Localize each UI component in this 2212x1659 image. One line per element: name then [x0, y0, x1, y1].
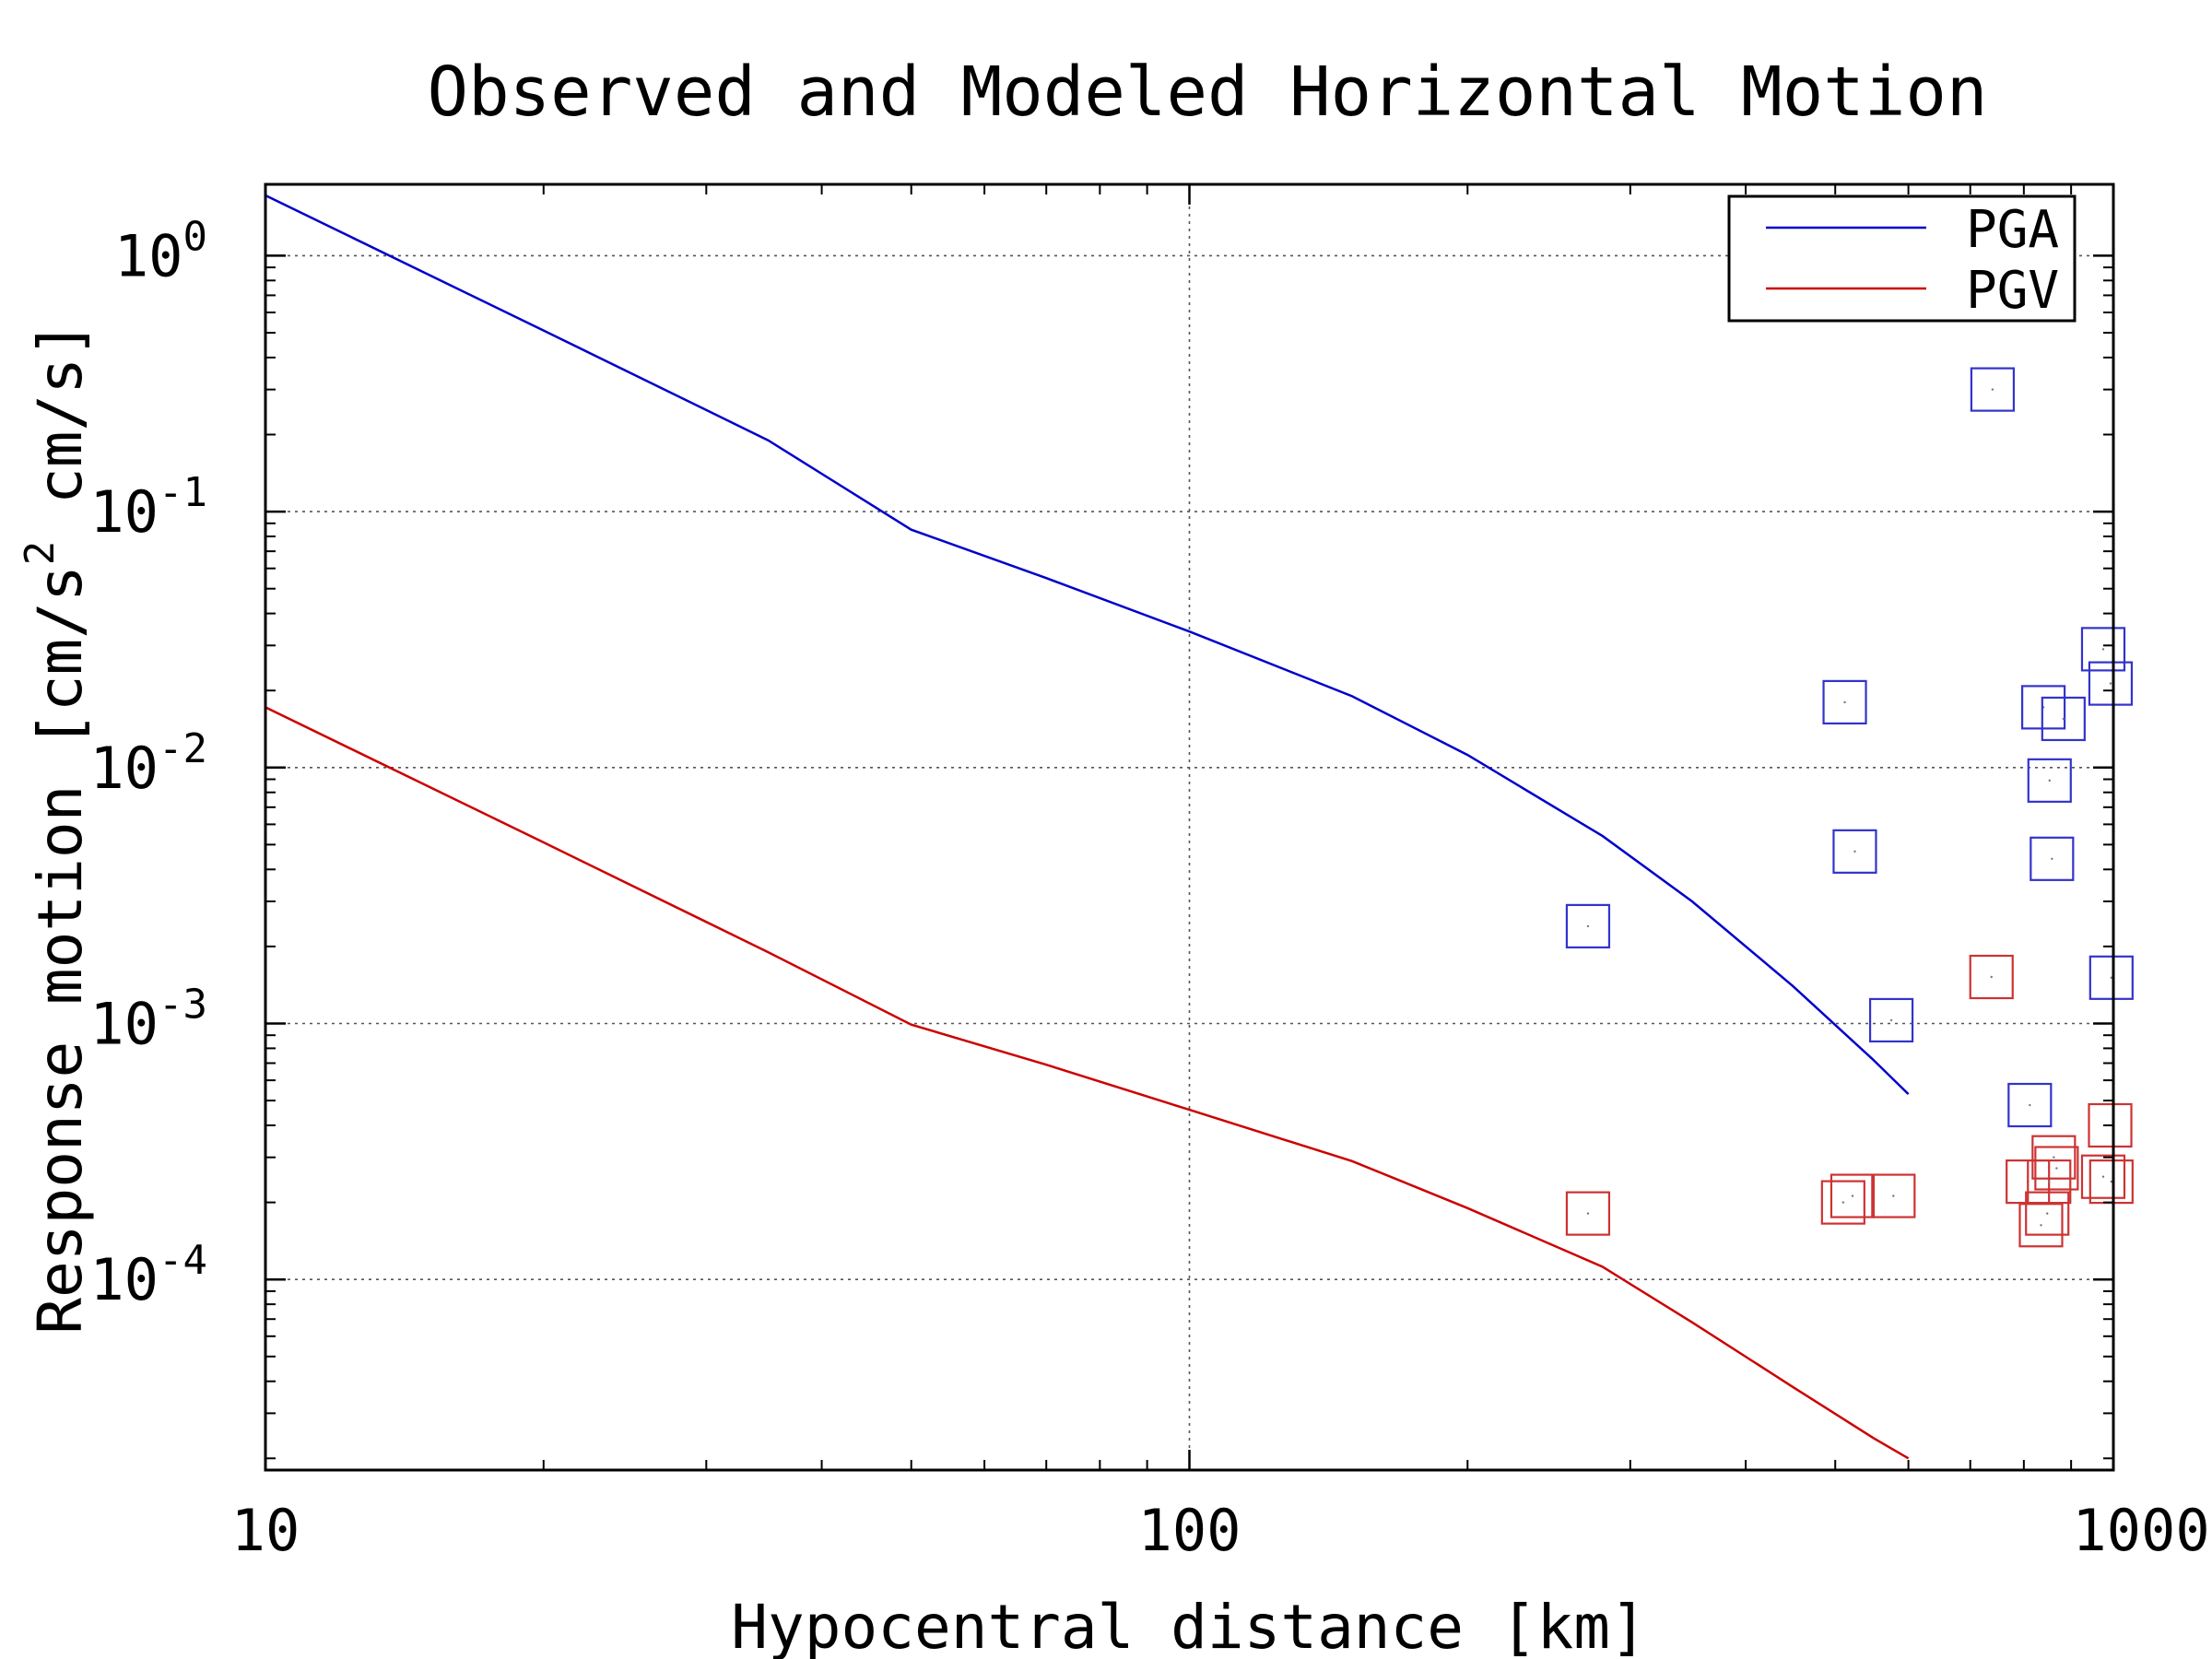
observed-point-pga — [2027, 758, 2072, 803]
observed-point-center — [2109, 682, 2112, 685]
chart-title: Observed and Modeled Horizontal Motion — [428, 53, 1988, 132]
observed-point-center — [1892, 1194, 1895, 1197]
observed-point-center — [2055, 1167, 2058, 1170]
y-axis-label-end: cm/s] — [25, 321, 96, 540]
y-tick-exponent: -2 — [159, 725, 207, 772]
observed-point-pga — [2088, 955, 2134, 1000]
x-tick-label: 10 — [231, 1497, 300, 1564]
observed-point-center — [2101, 1175, 2105, 1178]
legend-box — [1727, 194, 2077, 323]
observed-point-center — [1843, 700, 1846, 704]
observed-point-pga — [2020, 685, 2066, 730]
y-tick-base: 10 — [89, 1246, 159, 1313]
y-tick-exponent: -4 — [159, 1237, 207, 1284]
observed-point-center — [2101, 648, 2105, 651]
observed-point-pgv — [1830, 1173, 1876, 1218]
observed-point-pgv — [2018, 1203, 2064, 1248]
observed-point-center — [1991, 388, 1994, 391]
observed-point-center — [2110, 1180, 2113, 1183]
observed-point-center — [1841, 1201, 1845, 1204]
observed-point-center — [1586, 924, 1590, 928]
observed-point-pgv — [2034, 1146, 2079, 1191]
observed-point-pga — [2080, 627, 2126, 672]
observed-point-pga — [2007, 1082, 2053, 1128]
observed-point-center — [2040, 1224, 2042, 1227]
y-axis-label: Response motion [cm/s2 cm/s] — [17, 321, 96, 1334]
y-tick-label: 10-4 — [89, 1237, 207, 1313]
observed-point-pgv — [2080, 1154, 2126, 1199]
observed-point-pga — [1565, 903, 1611, 949]
observed-point-pgv — [1969, 954, 2014, 1000]
observed-point-center — [1853, 850, 1856, 853]
y-axis-label-main: Response motion [cm/s — [25, 565, 96, 1334]
y-tick-label: 100 — [114, 213, 207, 289]
observed-point-pgv — [2025, 1191, 2070, 1236]
observed-point-pga — [1970, 367, 2016, 412]
observed-point-center — [1851, 1194, 1854, 1197]
y-tick-base: 10 — [114, 222, 183, 289]
observed-point-center — [2048, 1180, 2051, 1183]
observed-point-pga — [1822, 679, 1867, 725]
series-lines — [265, 194, 1910, 1460]
observed-point-center — [2029, 1103, 2031, 1107]
x-tick-label: 1000 — [2072, 1497, 2209, 1564]
observed-point-center — [2046, 1212, 2049, 1215]
observed-point-pga — [1832, 829, 1877, 874]
observed-point-pgv — [1565, 1191, 1611, 1236]
y-tick-base: 10 — [89, 735, 159, 802]
observed-point-center — [1990, 975, 1993, 979]
observed-point-pgv — [1871, 1173, 1916, 1218]
y-tick-exponent: -3 — [159, 981, 207, 1028]
observed-points — [1565, 367, 2134, 1248]
observed-point-center — [2110, 976, 2113, 979]
observed-point-pga — [2088, 661, 2134, 706]
observed-point-center — [1889, 1018, 1893, 1022]
observed-point-pgv — [1820, 1180, 1865, 1225]
series-line-pga — [265, 194, 1910, 1095]
axis-ticks — [264, 184, 2115, 1470]
observed-point-pga — [2030, 836, 2075, 881]
x-tick-labels: 10 100 1000 — [231, 1497, 2210, 1564]
observed-point-pgv — [2031, 1135, 2077, 1180]
observed-point-center — [2062, 717, 2065, 721]
y-tick-label: 10-1 — [89, 469, 207, 546]
observed-point-pga — [2041, 696, 2086, 742]
grid — [265, 184, 2113, 1470]
y-tick-base: 10 — [89, 990, 159, 1057]
x-axis-label: Hypocentral distance [km] — [731, 1592, 1646, 1659]
x-tick-label: 100 — [1138, 1497, 1241, 1564]
observed-point-pgv — [2027, 1159, 2072, 1205]
observed-point-center — [2051, 857, 2053, 861]
observed-point-center — [2048, 779, 2051, 782]
y-tick-label: 10-2 — [89, 725, 207, 802]
y-tick-exponent: -1 — [159, 469, 207, 516]
legend-pgv-label: PGV — [1966, 261, 2059, 321]
observed-point-center — [1586, 1212, 1590, 1215]
legend-pga-label: PGA — [1966, 200, 2059, 260]
observed-point-pgv — [2088, 1102, 2133, 1148]
series-line-pgv — [265, 706, 1910, 1460]
observed-point-center — [2053, 1156, 2055, 1159]
y-tick-base: 10 — [89, 478, 159, 546]
y-tick-exponent: 0 — [183, 213, 208, 260]
observed-point-pga — [1868, 997, 1914, 1043]
legend: PGA PGV — [1727, 194, 2077, 323]
y-tick-label: 10-3 — [89, 981, 207, 1057]
y-axis-label-superscript: 2 — [17, 541, 64, 566]
